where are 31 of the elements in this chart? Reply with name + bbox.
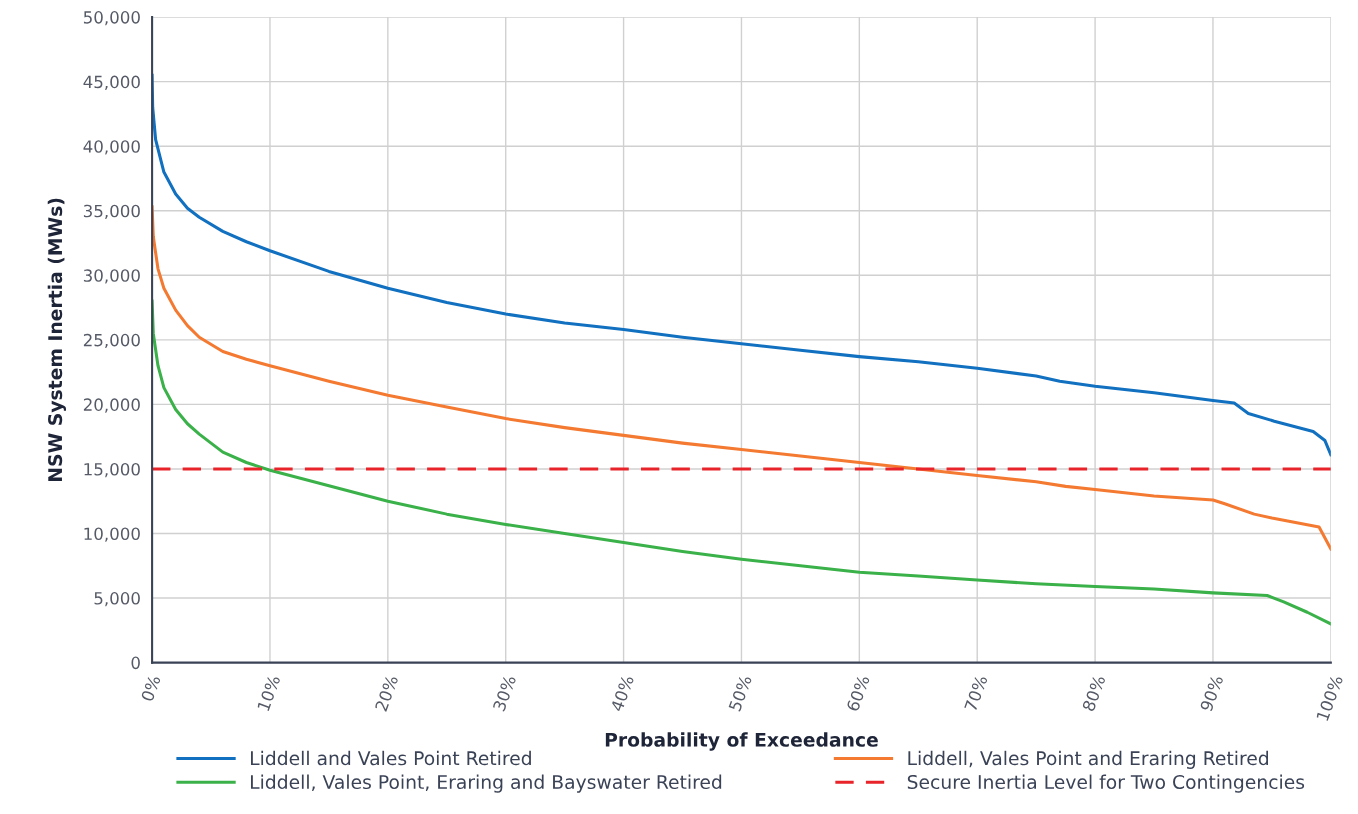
y-tick-label: 10,000 (84, 527, 140, 542)
x-axis-title: Probability of Exceedance (605, 732, 878, 751)
y-tick-label: 40,000 (83, 140, 140, 155)
x-tick-label: 100% (1316, 674, 1344, 722)
x-tick-label: 70% (964, 674, 988, 712)
x-tick-label: 30% (492, 674, 517, 712)
legend-label: Liddell, Vales Point, Eraring and Bayswater Retired (251, 774, 722, 793)
line-series (152, 73, 1331, 457)
legend-label: Secure Inertia Level for Two Contingencies (907, 774, 1305, 793)
y-tick-label: 5,000 (94, 592, 140, 607)
y-tick-label: 20,000 (83, 398, 140, 413)
x-tick-label: 80% (1081, 674, 1106, 712)
y-tick-label: 30,000 (83, 269, 140, 284)
legend-label: Liddell and Vales Point Retired (251, 750, 531, 766)
x-tick-label: 10% (256, 674, 281, 712)
x-tick-label: 60% (846, 674, 870, 712)
x-tick-label: 90% (1199, 674, 1224, 712)
y-tick-label: 35,000 (83, 204, 140, 220)
x-tick-label: 50% (728, 674, 753, 712)
x-tick-label: 0% (140, 674, 161, 702)
y-axis-title: NSW System Inertia (MWs) (47, 198, 66, 481)
line-series (152, 205, 1331, 551)
x-tick-label: 20% (374, 674, 399, 712)
y-tick-label: 15,000 (84, 462, 140, 478)
y-tick-label: 25,000 (83, 333, 140, 349)
y-tick-label: 50,000 (83, 11, 140, 26)
y-tick-label: 0 (131, 656, 140, 670)
legend-label: Liddell, Vales Point and Eraring Retired (908, 750, 1269, 769)
x-tick-label: 40% (610, 674, 635, 713)
line-series (152, 299, 1331, 626)
y-tick-label: 45,000 (83, 75, 140, 90)
